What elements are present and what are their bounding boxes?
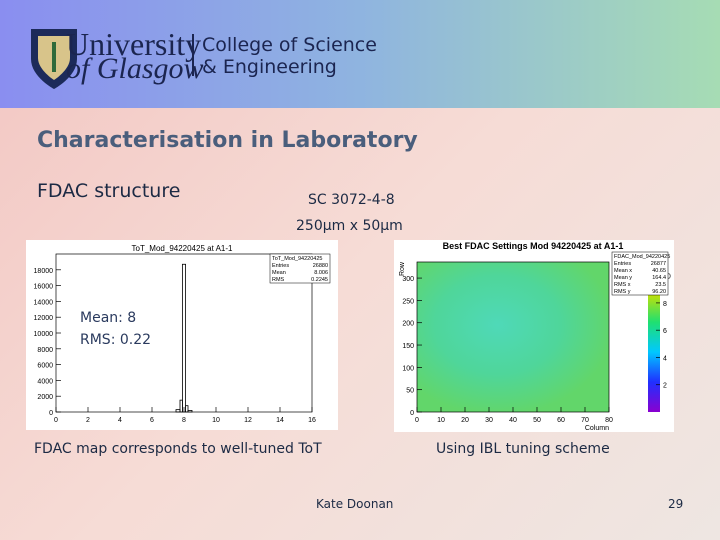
stats-key: Entries bbox=[272, 263, 289, 269]
logo-text: University bbox=[66, 26, 202, 62]
stats-value: 164.4 bbox=[652, 275, 666, 281]
plot-title: Best FDAC Settings Mod 94220425 at A1-1 bbox=[443, 241, 624, 251]
y-tick-label: 4000 bbox=[37, 378, 53, 385]
y-tick-label: 0 bbox=[410, 410, 414, 417]
stats-value: 26877 bbox=[651, 261, 666, 267]
y-tick-label: 250 bbox=[402, 298, 414, 305]
y-tick-label: 12000 bbox=[34, 315, 54, 322]
logo-crest bbox=[31, 29, 77, 89]
histogram-bar bbox=[187, 410, 193, 413]
y-axis-label: Row bbox=[399, 261, 406, 276]
x-tick-label: 4 bbox=[118, 417, 122, 424]
stats-key: RMS x bbox=[614, 282, 631, 288]
y-tick-label: 150 bbox=[402, 343, 414, 350]
stats-key: Mean y bbox=[614, 275, 632, 281]
stats-name: FDAC_Mod_94220425 bbox=[614, 254, 670, 260]
college-text: & Engineering bbox=[202, 56, 337, 78]
stats-value: 8.006 bbox=[314, 270, 328, 276]
x-tick-label: 80 bbox=[605, 417, 613, 424]
x-tick-label: 0 bbox=[415, 417, 419, 424]
header: University of Glasgow College of Science… bbox=[0, 0, 720, 108]
stats-value: 0.2245 bbox=[311, 277, 328, 283]
z-tick-label: 8 bbox=[663, 301, 667, 308]
y-tick-label: 14000 bbox=[34, 299, 54, 306]
footer-author: Kate Doonan bbox=[316, 497, 394, 511]
z-tick-label: 6 bbox=[663, 328, 667, 335]
stats-box bbox=[269, 253, 331, 284]
y-tick-label: 2000 bbox=[37, 394, 53, 401]
stats-value: 23.5 bbox=[655, 282, 666, 288]
x-tick-label: 70 bbox=[581, 417, 589, 424]
annotation: RMS: 0.22 bbox=[80, 332, 152, 348]
z-tick-label: 4 bbox=[663, 355, 667, 362]
x-tick-label: 10 bbox=[212, 417, 220, 424]
y-tick-label: 10000 bbox=[34, 331, 54, 338]
x-tick-label: 50 bbox=[533, 417, 541, 424]
y-tick-label: 300 bbox=[402, 276, 414, 283]
histogram-bar bbox=[185, 405, 189, 413]
stats-name: ToT_Mod_94220425 bbox=[272, 256, 322, 262]
y-tick-label: 6000 bbox=[37, 363, 53, 370]
stats-key: RMS bbox=[272, 277, 285, 283]
divider bbox=[192, 34, 194, 76]
color-scale bbox=[648, 262, 660, 412]
y-tick-label: 18000 bbox=[34, 268, 54, 275]
pixel-size: 250µm x 50µm bbox=[296, 218, 403, 234]
stats-value: 26880 bbox=[313, 263, 328, 269]
z-tick-label: 2 bbox=[663, 383, 667, 390]
x-tick-label: 30 bbox=[485, 417, 493, 424]
y-tick-label: 200 bbox=[402, 321, 414, 328]
stats-key: Mean x bbox=[614, 268, 632, 274]
x-tick-label: 60 bbox=[557, 417, 565, 424]
y-tick-label: 50 bbox=[406, 388, 414, 395]
annotation: Mean: 8 bbox=[80, 310, 137, 326]
caption: Using IBL tuning scheme bbox=[436, 441, 610, 457]
y-tick-label: 16000 bbox=[34, 284, 54, 291]
sensor-label: SC 3072-4-8 bbox=[308, 192, 395, 208]
x-tick-label: 2 bbox=[86, 417, 90, 424]
x-tick-label: 40 bbox=[509, 417, 517, 424]
plot-title: ToT_Mod_94220425 at A1-1 bbox=[132, 244, 234, 253]
slide-title: Characterisation in Laboratory bbox=[37, 128, 418, 153]
x-tick-label: 6 bbox=[150, 417, 154, 424]
x-tick-label: 16 bbox=[308, 417, 316, 424]
stats-key: Entries bbox=[614, 261, 631, 267]
heatmap-image bbox=[417, 262, 609, 412]
x-tick-label: 0 bbox=[54, 417, 58, 424]
x-tick-label: 14 bbox=[276, 417, 284, 424]
y-tick-label: 0 bbox=[49, 410, 53, 417]
stats-key: RMS y bbox=[614, 289, 631, 295]
x-tick-label: 10 bbox=[437, 417, 445, 424]
x-tick-label: 20 bbox=[461, 417, 469, 424]
x-tick-label: 8 bbox=[182, 417, 186, 424]
logo-text: of Glasgow bbox=[66, 52, 204, 85]
stats-value: 96.20 bbox=[652, 289, 666, 295]
stats-key: Mean bbox=[272, 270, 286, 276]
x-tick-label: 12 bbox=[244, 417, 252, 424]
y-tick-label: 8000 bbox=[37, 347, 53, 354]
x-axis-label: Column bbox=[585, 425, 609, 432]
page-number: 29 bbox=[668, 497, 684, 511]
subtitle: FDAC structure bbox=[37, 180, 181, 202]
stats-box bbox=[611, 251, 669, 296]
caption: FDAC map corresponds to well-tuned ToT bbox=[34, 441, 322, 457]
histogram-bar bbox=[181, 263, 186, 413]
stats-value: 40.65 bbox=[652, 268, 666, 274]
y-tick-label: 100 bbox=[402, 365, 414, 372]
college-text: College of Science bbox=[202, 34, 377, 56]
